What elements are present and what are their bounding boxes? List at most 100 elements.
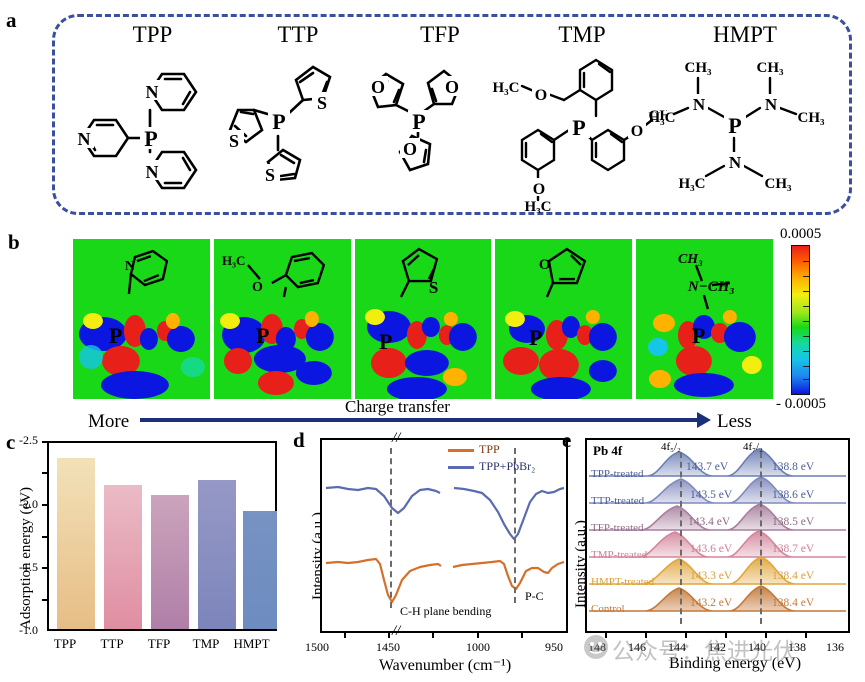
panel-e-xtick-142: 142 xyxy=(708,640,726,654)
molecule-title-tpp: TPP xyxy=(80,22,225,48)
panel-c-letter: c xyxy=(6,430,16,454)
ytick-mark-1 xyxy=(42,441,47,443)
charge-transfer-title: Charge transfer xyxy=(345,397,450,416)
molecule-title-tfp: TFP xyxy=(370,22,510,48)
molecule-label-tfp: TFP xyxy=(420,22,460,47)
svg-text:S: S xyxy=(265,165,275,185)
svg-text:O: O xyxy=(445,77,459,97)
svg-text:O: O xyxy=(371,77,385,97)
svg-text:H₃C: H₃C xyxy=(493,80,520,96)
svg-text:N: N xyxy=(146,162,159,182)
svg-text:N: N xyxy=(765,95,778,114)
panel-d-xtick-mark-4 xyxy=(477,633,479,638)
charge-transfer-arrow-head xyxy=(697,412,711,428)
svg-text:N: N xyxy=(693,95,706,114)
panel-e-xtick-mark-3 xyxy=(685,633,687,638)
panel-a-letter: a xyxy=(6,8,17,32)
xps-peak72-hmpt: 138.4 eV xyxy=(772,570,815,582)
svg-text:S: S xyxy=(428,278,437,297)
panel-d-letter: d xyxy=(293,428,305,452)
legend-label-tpp: TPP xyxy=(479,442,500,456)
ftir-trace-tpp xyxy=(325,557,565,604)
molecule-title-ttp: TTP xyxy=(228,22,368,48)
svg-text:P: P xyxy=(412,109,425,134)
panel-e-xtick-mark-2 xyxy=(645,633,647,638)
ytick-mark-3 xyxy=(42,504,47,506)
ytick-mark-5 xyxy=(42,567,47,569)
svg-text:O: O xyxy=(533,181,545,198)
svg-text:N: N xyxy=(146,82,159,102)
panel-c-xtick-tpp: TPP xyxy=(53,636,77,651)
panel-e-xtick-136: 136 xyxy=(826,640,844,654)
bar-tpp xyxy=(57,458,95,629)
colorbar-max-label: 0.0005 xyxy=(780,226,822,242)
ftir-traces xyxy=(325,485,565,604)
panel-d-xtick-mark-1 xyxy=(344,633,346,638)
panel-e-xtick-mark-4 xyxy=(725,633,727,638)
svg-text:H₃C: H₃C xyxy=(222,253,245,268)
panel-c-ytick-2: -1.5 xyxy=(19,560,38,574)
xps-row-tpp xyxy=(589,448,846,477)
xps-peak72-tpp: 138.8 eV xyxy=(772,461,815,473)
molecule-title-tmp: TMP xyxy=(512,22,652,48)
svg-text:O: O xyxy=(403,139,417,159)
orbital-label-4f52: 4f₅/₂ xyxy=(661,441,681,453)
panel-d-xtick-1500: 1500 xyxy=(305,640,329,654)
charge-density-map-tfp: O P xyxy=(495,239,633,399)
svg-text:CH₃: CH₃ xyxy=(798,110,826,126)
svg-text:CH₃: CH₃ xyxy=(685,60,713,76)
svg-text:P: P xyxy=(728,113,741,138)
panel-c-bar-chart xyxy=(47,441,277,631)
panel-d-xtick-mark-2 xyxy=(388,633,390,638)
molecule-title-hmpt: HMPT xyxy=(660,22,830,48)
panel-e-xtick-138: 138 xyxy=(788,640,806,654)
charge-density-map-row: N P O H₃C P xyxy=(73,239,773,399)
svg-text:N: N xyxy=(78,129,91,149)
svg-text:S: S xyxy=(229,131,239,151)
xps-dashline-4f52 xyxy=(680,452,682,624)
watermark-text: 公众号：焦进光伏 xyxy=(612,638,796,664)
colorbar-min-label: - 0.0005 xyxy=(776,396,826,412)
xps-series-label-control: Control xyxy=(591,603,625,615)
panel-d-xtick-mark-5 xyxy=(521,633,523,638)
annotation-ch-plane-bending: C-H plane bending xyxy=(400,604,492,618)
charge-density-map-hmpt: CH₃ N−CH₃ P xyxy=(636,239,773,399)
svg-text:O: O xyxy=(252,280,263,295)
panel-c-xtick-hmpt: HMPT xyxy=(233,636,270,651)
structure-tpp: P N N N xyxy=(62,52,237,207)
xps-peak52-ttp: 143.5 eV xyxy=(690,489,733,501)
panel-d-axis-break-bottom: // xyxy=(392,623,401,639)
charge-transfer-more-label: More xyxy=(88,411,130,432)
xps-peak72-tfp: 138.5 eV xyxy=(772,516,815,528)
panel-e-letter: e xyxy=(562,428,572,452)
panel-d-axis-break-top: // xyxy=(392,430,401,446)
xps-row-tmp xyxy=(589,530,846,558)
charge-density-map-ttp: S P xyxy=(354,239,492,399)
xps-series-label-hmpt: HMPT-treated xyxy=(591,576,655,588)
bar-tfp xyxy=(151,495,189,629)
ytick-mark-4 xyxy=(42,536,47,538)
bar-ttp xyxy=(104,485,142,629)
watermark-logo-icon xyxy=(584,635,608,659)
panel-c-ytick-1: -2.0 xyxy=(19,497,38,511)
svg-text:H₃C: H₃C xyxy=(649,110,676,126)
xps-series-label-tpp: TPP-treated xyxy=(591,468,644,480)
xps-peak52-tfp: 143.4 eV xyxy=(688,516,731,528)
svg-text:CH₃: CH₃ xyxy=(757,60,785,76)
structure-ttp: P S S S xyxy=(208,52,373,207)
structure-hmpt: P N N N CH₃ CH₃ H₃C CH₃ H₃C CH₃ xyxy=(648,52,828,202)
panel-d-ftir-chart xyxy=(320,438,568,633)
xps-peak52-hmpt: 143.3 eV xyxy=(690,570,733,582)
legend-swatch-tpp xyxy=(448,449,474,452)
panel-b-letter: b xyxy=(8,230,20,254)
panel-d-xtick-950: 950 xyxy=(545,640,563,654)
xps-row-hmpt xyxy=(589,556,846,585)
charge-transfer-arrow-line xyxy=(140,418,700,422)
panel-d-xtick-mark-3 xyxy=(432,633,434,638)
xps-peak72-ttp: 138.6 eV xyxy=(772,489,815,501)
svg-text:H₃C: H₃C xyxy=(679,176,706,192)
molecule-label-ttp: TTP xyxy=(277,22,319,47)
xps-peak52-tmp: 143.6 eV xyxy=(690,543,733,555)
colorbar xyxy=(791,245,810,395)
panel-e-xtick-mark-1 xyxy=(605,633,607,638)
